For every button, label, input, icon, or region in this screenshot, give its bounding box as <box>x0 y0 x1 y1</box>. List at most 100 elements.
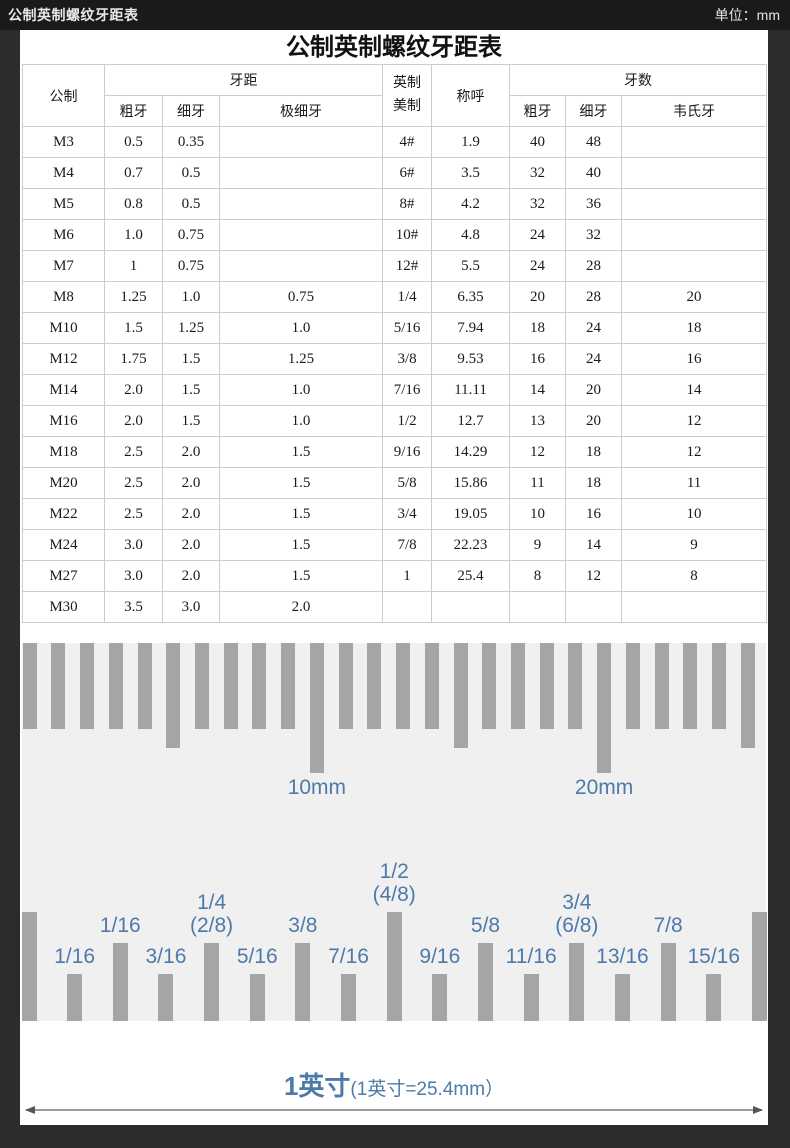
table-cell: 0.5 <box>104 126 163 158</box>
ruler-diagram: 10mm 20mm 1/16 1/16 3/16 1/4 (2/8) 5/16 3/8 7/16… <box>22 643 767 1021</box>
inch-tick-bar <box>478 943 493 1021</box>
inch-tick-bar <box>158 974 174 1021</box>
table-cell: 2.0 <box>162 560 220 592</box>
col-header-designation: 称呼 <box>431 64 511 127</box>
inch-tick-bar <box>706 974 722 1021</box>
col-header-pitch-extrafine: 极细牙 <box>218 95 384 127</box>
table-cell: 16 <box>509 343 567 375</box>
table-cell: 2.0 <box>104 374 163 406</box>
table-cell: 3/8 <box>382 343 433 375</box>
mm-tick-bar <box>740 643 755 748</box>
mm-tick-bar <box>252 643 267 729</box>
imperial-line-2: 美制 <box>393 98 422 114</box>
table-cell: 2.5 <box>104 467 163 499</box>
table-cell <box>621 219 768 251</box>
inch-tick-bar <box>341 974 357 1021</box>
mm-tick-bar <box>281 643 296 729</box>
table-cell: 12 <box>565 560 623 592</box>
table-cell <box>621 188 768 220</box>
table-cell: 0.7 <box>104 157 163 189</box>
table-cell: 10# <box>382 219 433 251</box>
mm-tick-bar <box>22 643 37 729</box>
mm-tick-bar <box>223 643 238 729</box>
table-cell: 9.53 <box>431 343 511 375</box>
table-row: M12 1.75 1.5 1.25 3/8 9.53 16 24 16 <box>22 343 768 375</box>
table-row: M8 1.25 1.0 0.75 1/4 6.35 20 28 20 <box>22 281 768 313</box>
table-cell <box>431 591 511 623</box>
mm-tick-bar <box>166 643 181 748</box>
table-cell: 3.5 <box>431 157 511 189</box>
table-cell: M14 <box>22 374 105 406</box>
table-cell: 12 <box>621 436 768 468</box>
inch-mm-conversion-label: (1英寸=25.4mm） <box>350 1079 505 1100</box>
table-cell: 36 <box>565 188 623 220</box>
thread-pitch-table: 公制 牙距 英制 美制 称呼 牙数 粗牙 细牙 极细牙 粗牙 细牙 韦氏牙 <box>22 64 768 623</box>
mm-tick-bar <box>51 643 66 729</box>
inch-tick-bar <box>751 912 767 1021</box>
table-cell: 11 <box>621 467 768 499</box>
table-cell: M20 <box>22 467 105 499</box>
table-cell: 1.5 <box>162 343 220 375</box>
table-cell: 24 <box>509 250 567 282</box>
table-row: M30 3.5 3.0 2.0 <box>22 591 768 623</box>
table-cell: 19.05 <box>431 498 511 530</box>
table-cell: 3.0 <box>162 591 220 623</box>
table-row: M16 2.0 1.5 1.0 1/2 12.7 13 20 12 <box>22 405 768 437</box>
mm-tick-bar <box>597 643 612 773</box>
table-cell: 4.2 <box>431 188 511 220</box>
table-cell: 3.0 <box>104 560 163 592</box>
table-cell: 20 <box>621 281 768 313</box>
header-row-1: 公制 牙距 英制 美制 称呼 牙数 <box>22 64 768 127</box>
table-cell: 1.5 <box>104 312 163 344</box>
inch-ruler-label: 15/16 <box>687 945 741 969</box>
table-cell: 1.5 <box>218 560 384 592</box>
table-cell: 28 <box>565 250 623 282</box>
table-cell: 1/4 <box>382 281 433 313</box>
table-cell: M3 <box>22 126 105 158</box>
mm-tick-bar <box>625 643 640 729</box>
table-cell: 1/2 <box>382 405 433 437</box>
table-cell: 32 <box>565 219 623 251</box>
table-cell: 1.25 <box>218 343 384 375</box>
table-cell: 0.75 <box>218 281 384 313</box>
mm-tick-bar <box>510 643 525 729</box>
table-cell <box>621 126 768 158</box>
mm-tick-bar <box>367 643 382 729</box>
table-cell: 7.94 <box>431 312 511 344</box>
table-cell: 48 <box>565 126 623 158</box>
one-inch-span-arrow <box>25 1106 763 1114</box>
mm-tick-bar <box>424 643 439 729</box>
table-cell: 0.5 <box>162 157 220 189</box>
table-cell: M5 <box>22 188 105 220</box>
table-cell: 24 <box>565 343 623 375</box>
table-cell: 18 <box>509 312 567 344</box>
table-cell: 2.0 <box>162 467 220 499</box>
table-cell: 10 <box>621 498 768 530</box>
table-cell: M6 <box>22 219 105 251</box>
inch-equivalence-label: 1英寸(1英寸=25.4mm） <box>20 1066 768 1103</box>
table-row: M18 2.5 2.0 1.5 9/16 14.29 12 18 12 <box>22 436 768 468</box>
table-row: M7 1 0.75 12# 5.5 24 28 <box>22 250 768 282</box>
table-cell: 16 <box>621 343 768 375</box>
table-cell: 0.75 <box>162 250 220 282</box>
top-bar: 公制英制螺纹牙距表 单位：mm <box>0 0 790 30</box>
table-cell <box>621 250 768 282</box>
table-cell: 14.29 <box>431 436 511 468</box>
table-cell: 22.23 <box>431 529 511 561</box>
mm-tick-bar <box>396 643 411 729</box>
inch-tick-bar <box>295 943 311 1021</box>
table-cell: 14 <box>565 529 623 561</box>
table-cell: 15.86 <box>431 467 511 499</box>
table-cell: 7/8 <box>382 529 433 561</box>
inch-ruler-label: 1/16 <box>54 945 96 969</box>
table-cell: 3.5 <box>104 591 163 623</box>
mm-tick-bar <box>654 643 669 729</box>
table-row: M22 2.5 2.0 1.5 3/4 19.05 10 16 10 <box>22 498 768 530</box>
table-cell: 1 <box>382 560 433 592</box>
table-cell: 13 <box>509 405 567 437</box>
mm-tick-bar <box>338 643 353 729</box>
table-cell <box>218 126 384 158</box>
inch-ruler-label: 9/16 <box>419 945 461 969</box>
imperial-line-1: 英制 <box>393 76 422 92</box>
